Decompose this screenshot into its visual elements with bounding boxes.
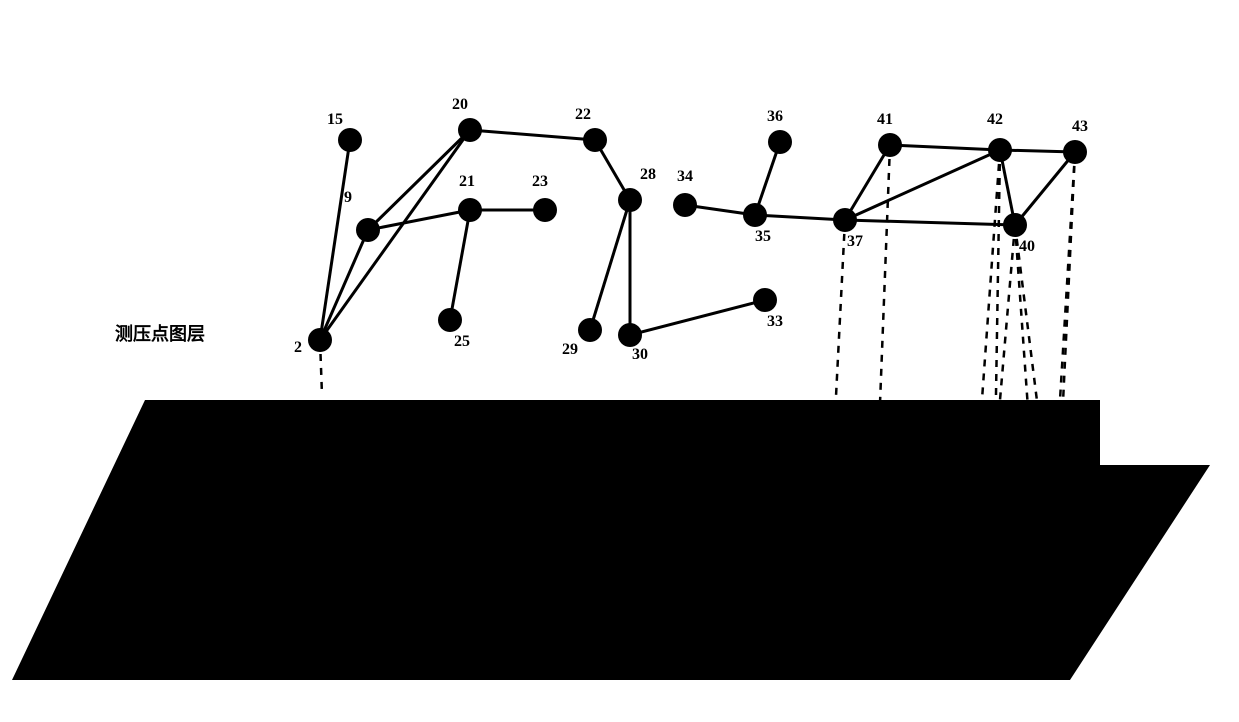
node xyxy=(438,308,462,332)
node xyxy=(673,193,697,217)
node-label: 41 xyxy=(877,111,893,129)
node xyxy=(833,208,857,232)
node-label: 30 xyxy=(632,346,648,364)
node-label: 2 xyxy=(294,339,302,357)
node xyxy=(458,198,482,222)
node-label: 25 xyxy=(454,333,470,351)
node-label: 33 xyxy=(767,313,783,331)
node-label: 29 xyxy=(562,341,578,359)
node xyxy=(458,118,482,142)
node-label: 40 xyxy=(1019,238,1035,256)
edge xyxy=(590,200,630,330)
node xyxy=(1063,140,1087,164)
node-label: 34 xyxy=(677,168,693,186)
node xyxy=(1003,213,1027,237)
edge xyxy=(845,150,1000,220)
edge xyxy=(890,145,1000,150)
edge xyxy=(320,140,350,340)
edge xyxy=(1015,152,1075,225)
node-label: 35 xyxy=(755,228,771,246)
diagram-canvas xyxy=(0,0,1239,722)
node-label: 28 xyxy=(640,166,656,184)
node-label: 43 xyxy=(1072,118,1088,136)
node-label: 21 xyxy=(459,173,475,191)
node-label: 9 xyxy=(344,189,352,207)
node xyxy=(988,138,1012,162)
node-label: 20 xyxy=(452,96,468,114)
base-plane xyxy=(12,400,1210,680)
node xyxy=(753,288,777,312)
edge xyxy=(755,215,845,220)
node-label: 42 xyxy=(987,111,1003,129)
node xyxy=(578,318,602,342)
edge xyxy=(368,130,470,230)
dashed-edge xyxy=(1000,225,1015,400)
edge xyxy=(630,300,765,335)
node-label: 36 xyxy=(767,108,783,126)
node xyxy=(743,203,767,227)
node xyxy=(618,323,642,347)
node xyxy=(583,128,607,152)
node xyxy=(356,218,380,242)
node xyxy=(338,128,362,152)
layer-label: 测压点图层 xyxy=(115,320,205,346)
node xyxy=(308,328,332,352)
node-label: 23 xyxy=(532,173,548,191)
node xyxy=(618,188,642,212)
dashed-edge xyxy=(1060,152,1075,400)
node-label: 37 xyxy=(847,233,863,251)
edge xyxy=(450,210,470,320)
edge xyxy=(845,220,1015,225)
node-label: 22 xyxy=(575,106,591,124)
node xyxy=(768,130,792,154)
node xyxy=(878,133,902,157)
edge xyxy=(470,130,595,140)
node-label: 15 xyxy=(327,111,343,129)
node xyxy=(533,198,557,222)
